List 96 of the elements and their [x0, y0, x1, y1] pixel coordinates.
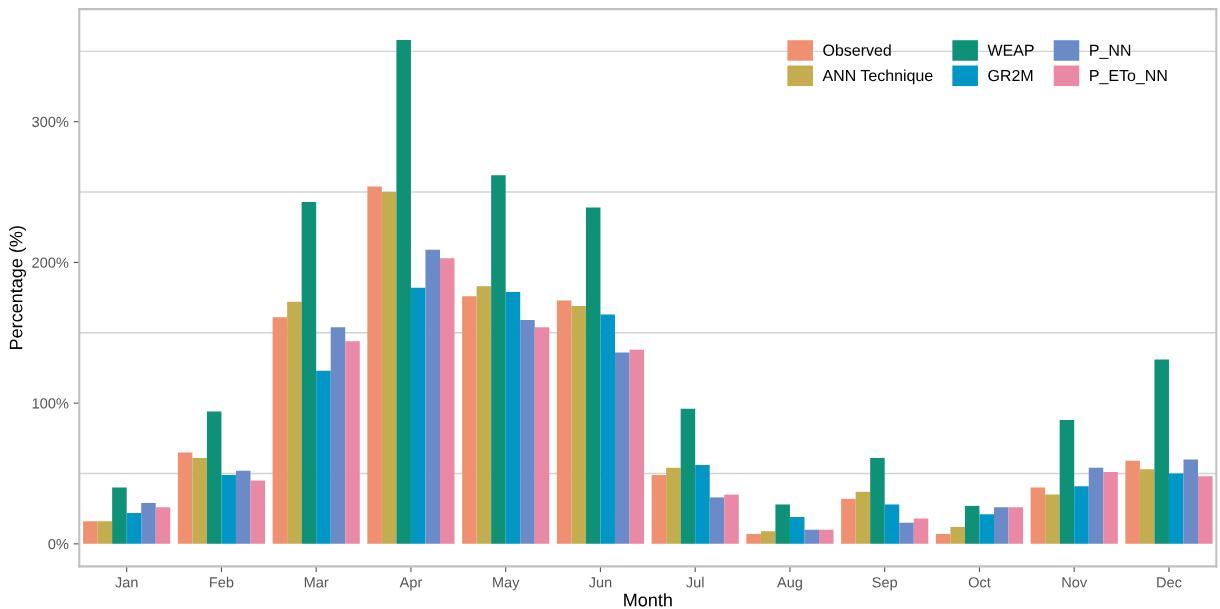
bar — [330, 327, 346, 544]
legend-label: P_NN — [1090, 44, 1131, 59]
bar — [425, 249, 440, 544]
bar — [680, 408, 696, 544]
bar — [221, 474, 236, 544]
legend-label: ANN Technique — [822, 69, 933, 85]
y-tick-label: 100% — [32, 398, 69, 409]
bar — [841, 498, 856, 544]
bar — [993, 507, 1009, 544]
y-tick-label: 300% — [32, 116, 69, 128]
bar — [83, 521, 98, 544]
bar — [177, 452, 193, 544]
bar — [1045, 494, 1060, 544]
bar — [964, 505, 980, 544]
bar — [155, 507, 171, 544]
bar — [935, 534, 951, 544]
bar — [870, 458, 885, 544]
bar — [585, 207, 601, 544]
bar — [1168, 473, 1184, 544]
x-tick-label: Jun — [588, 577, 612, 588]
bar — [600, 314, 615, 544]
bar — [396, 40, 411, 544]
bar — [287, 301, 302, 544]
bar — [316, 370, 331, 544]
legend-label: P_ETo_NN — [1090, 70, 1167, 85]
x-tick-label: Feb — [210, 576, 234, 588]
bar — [505, 291, 521, 544]
bar — [1139, 469, 1155, 544]
bar — [345, 341, 360, 544]
bar — [629, 349, 645, 544]
bar — [410, 287, 426, 544]
legend-label: WEAP — [987, 44, 1034, 56]
x-tick-label: Jan — [115, 577, 138, 588]
bar — [112, 487, 127, 544]
bar — [884, 504, 900, 544]
x-tick-label: May — [493, 577, 520, 591]
bar — [614, 352, 630, 544]
bar — [97, 521, 113, 544]
legend-label: Observed — [823, 44, 891, 56]
bar — [462, 296, 477, 544]
bar — [534, 327, 550, 544]
x-tick-label: Mar — [304, 577, 329, 588]
bar — [126, 512, 142, 544]
bar — [651, 474, 667, 544]
bar — [804, 529, 820, 544]
bar — [476, 286, 492, 544]
bar — [950, 526, 965, 544]
bar — [1074, 486, 1089, 544]
bar — [1125, 460, 1140, 544]
bar — [819, 529, 834, 544]
bar — [1154, 359, 1169, 544]
bar — [235, 470, 251, 544]
bar — [1030, 487, 1046, 544]
x-tick-label: Sep — [872, 577, 898, 591]
bar — [192, 458, 207, 544]
bar — [206, 411, 222, 544]
bar — [1198, 476, 1213, 544]
x-tick-label: Apr — [399, 577, 423, 591]
legend-label: GR2M — [988, 69, 1033, 82]
bar — [520, 320, 535, 544]
x-tick-label: Dec — [1157, 577, 1182, 588]
bar — [571, 306, 586, 544]
bar — [491, 175, 506, 544]
bar — [666, 467, 681, 544]
bar — [1059, 420, 1075, 544]
bar — [709, 497, 725, 544]
bar — [855, 491, 871, 544]
x-tick-label: Oct — [968, 577, 991, 588]
bar — [141, 503, 156, 544]
bar — [789, 517, 805, 544]
bar — [381, 192, 397, 544]
bar — [746, 534, 761, 544]
x-tick-label: Jul — [686, 576, 704, 588]
bar — [913, 518, 929, 544]
bar — [1088, 467, 1104, 544]
bar — [1183, 459, 1199, 544]
bar — [760, 531, 776, 544]
y-axis-title: Percentage (%) — [9, 226, 27, 349]
x-tick-label: Nov — [1062, 577, 1088, 588]
bar — [439, 258, 455, 544]
bar — [250, 480, 266, 544]
bar — [695, 465, 710, 544]
x-tick-label: Aug — [777, 577, 802, 591]
bar — [775, 504, 790, 544]
y-tick-label: 200% — [32, 257, 69, 268]
bar — [301, 201, 317, 544]
bar — [979, 514, 994, 544]
bar — [899, 522, 914, 544]
bar — [367, 186, 382, 544]
x-axis-title: Month — [624, 593, 672, 607]
bar — [272, 317, 288, 544]
bar — [556, 300, 572, 544]
bar — [724, 494, 739, 544]
bar — [1103, 472, 1118, 544]
bar — [1008, 507, 1024, 544]
y-tick-label: 0% — [48, 538, 69, 550]
